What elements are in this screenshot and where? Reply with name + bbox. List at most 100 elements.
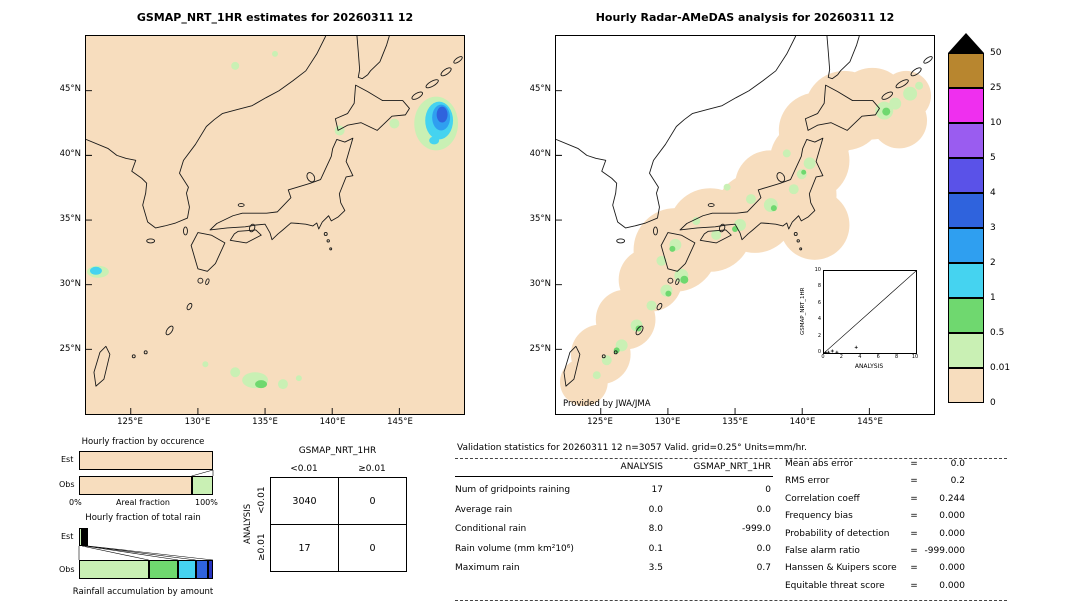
colorbar-label: 0.5 <box>990 328 1005 338</box>
axis-max-label: 100% <box>195 498 218 507</box>
metric-row: Correlation coeff = 0.244 <box>785 493 965 504</box>
divider-solid <box>455 476 773 477</box>
lat-tick: 25°N <box>529 344 551 354</box>
lat-tick: 45°N <box>529 84 551 94</box>
metric-row: Equitable threat score = 0.000 <box>785 580 965 591</box>
colorbar-segment <box>948 333 984 368</box>
colorbar-label: 5 <box>990 153 996 163</box>
lon-tick: 140°E <box>789 417 816 427</box>
colorbar-segment <box>948 228 984 263</box>
inset-y-tick: 6 <box>817 299 821 306</box>
stats-row: Rain volume (mm km²10⁶) 0.1 0.0 <box>455 543 771 554</box>
row-label-obs: Obs <box>59 480 75 489</box>
stats-column-headers: ANALYSIS GSMAP_NRT_1HR <box>455 462 773 472</box>
stats-title: Validation statistics for 20260311 12 n=… <box>457 443 808 453</box>
stats-row: Average rain 0.0 0.0 <box>455 504 771 515</box>
gsmap-map <box>85 35 465 415</box>
contingency-row-label: ≥0.01 <box>257 533 267 562</box>
accumulation-caption: Rainfall accumulation by amount <box>72 587 214 597</box>
colorbar-overflow-triangle <box>948 33 984 53</box>
contingency-table-panel: GSMAP_NRT_1HR <0.01 ≥0.01 ANALYSIS <0.01… <box>240 440 435 605</box>
lon-tick: 135°E <box>252 417 278 427</box>
gsmap-map-panel: GSMAP_NRT_1HR estimates for 20260311 12 <box>60 11 465 427</box>
bar-segment <box>79 528 82 546</box>
occurrence-est-bar <box>79 451 213 470</box>
inset-y-tick: 2 <box>817 332 821 339</box>
scatter-points <box>824 345 858 355</box>
total-rain-obs-bar <box>79 560 213 579</box>
bar-segment <box>195 560 208 579</box>
contingency-row-label: <0.01 <box>257 486 267 515</box>
reference-line <box>823 270 917 354</box>
colorbar-segment <box>948 298 984 333</box>
inset-x-tick: 10 <box>911 354 919 360</box>
axis-min-label: 0% <box>69 498 82 507</box>
inset-y-tick: 8 <box>817 283 821 290</box>
radar-map <box>555 35 935 415</box>
inset-scatter-plot: GSMAP_NRT_1HR 10 8 6 4 2 0 0 <box>799 264 933 386</box>
lat-tick: 30°N <box>59 279 81 289</box>
inset-plot <box>823 270 917 355</box>
radar-precipitation-blobs <box>592 81 924 380</box>
inset-x-tick: 8 <box>895 354 899 360</box>
colorbar-segment <box>948 263 984 298</box>
bar-segment <box>79 476 192 495</box>
stats-row: Num of gridpoints raining 17 0 <box>455 485 771 495</box>
inset-y-axis-label: GSMAP_NRT_1HR <box>800 287 806 335</box>
colorbar-segment <box>948 88 984 123</box>
bar-segment <box>207 560 213 579</box>
fraction-bar-charts: Hourly fraction by occurence Est Obs 0% … <box>55 437 235 609</box>
stats-row: Conditional rain 8.0 -999.0 <box>455 524 771 534</box>
row-label-est: Est <box>61 455 74 464</box>
colorbar-label: 3 <box>990 223 996 233</box>
contingency-table: 3040 0 17 0 <box>270 477 407 572</box>
contingency-cell: 3040 <box>270 477 339 525</box>
provider-credit: Provided by JWA/JMA <box>563 399 651 409</box>
lon-tick: 135°E <box>722 417 748 427</box>
lon-tick: 145°E <box>857 417 883 427</box>
radar-map-panel: Hourly Radar-AMeDAS analysis for 2026031… <box>530 11 935 427</box>
colorbar-label: 2 <box>990 258 996 268</box>
inset-x-tick: 2 <box>839 354 843 360</box>
areal-fraction-label: Areal fraction <box>116 498 170 507</box>
occurrence-chart-title: Hourly fraction by occurence <box>81 437 205 447</box>
colorbar-label: 25 <box>990 83 1002 93</box>
inset-x-tick: 0 <box>821 354 825 360</box>
lon-tick: 130°E <box>184 417 211 427</box>
validation-statistics-panel: Validation statistics for 20260311 12 n=… <box>455 443 1077 611</box>
colorbar-label: 0.01 <box>990 363 1011 373</box>
row-label-est: Est <box>61 532 74 541</box>
bar-segment <box>84 528 86 546</box>
bar-segment <box>191 476 213 495</box>
gsmap-precipitation-blobs <box>86 50 459 390</box>
bar-segment <box>178 560 196 579</box>
lon-tick: 130°E <box>654 417 681 427</box>
bar-segment <box>79 451 213 470</box>
lat-tick: 30°N <box>529 279 551 289</box>
total-rain-chart-title: Hourly fraction of total rain <box>85 513 201 523</box>
lat-tick: 40°N <box>59 149 81 159</box>
colorbar-label: 50 <box>990 48 1002 58</box>
inset-x-tick: 6 <box>876 354 880 360</box>
precipitation-colorbar: 50 25 10 5 4 3 2 1 0.5 0.01 0 <box>948 33 1078 423</box>
lat-tick: 35°N <box>59 214 81 224</box>
colorbar-segment <box>948 368 984 403</box>
colorbar-segment <box>948 123 984 158</box>
lat-tick: 40°N <box>529 149 551 159</box>
inset-y-tick: 0 <box>817 349 821 355</box>
inset-y-tick: 4 <box>817 316 821 323</box>
divider-dashed-top <box>455 458 1007 459</box>
contingency-cell: 17 <box>270 524 339 572</box>
metric-row: Mean abs error = 0.0 <box>785 459 965 469</box>
contingency-cell: 0 <box>338 477 407 525</box>
contingency-col-label: ≥0.01 <box>358 464 386 474</box>
contingency-col-label: <0.01 <box>290 464 318 474</box>
bar-segment <box>148 560 179 579</box>
lon-tick: 140°E <box>319 417 346 427</box>
divider-dashed-bottom <box>455 600 1007 601</box>
lon-tick: 125°E <box>587 417 613 427</box>
colorbar-label: 10 <box>990 118 1002 128</box>
lon-tick: 145°E <box>387 417 413 427</box>
stats-row: Maximum rain 3.5 0.7 <box>455 563 771 573</box>
